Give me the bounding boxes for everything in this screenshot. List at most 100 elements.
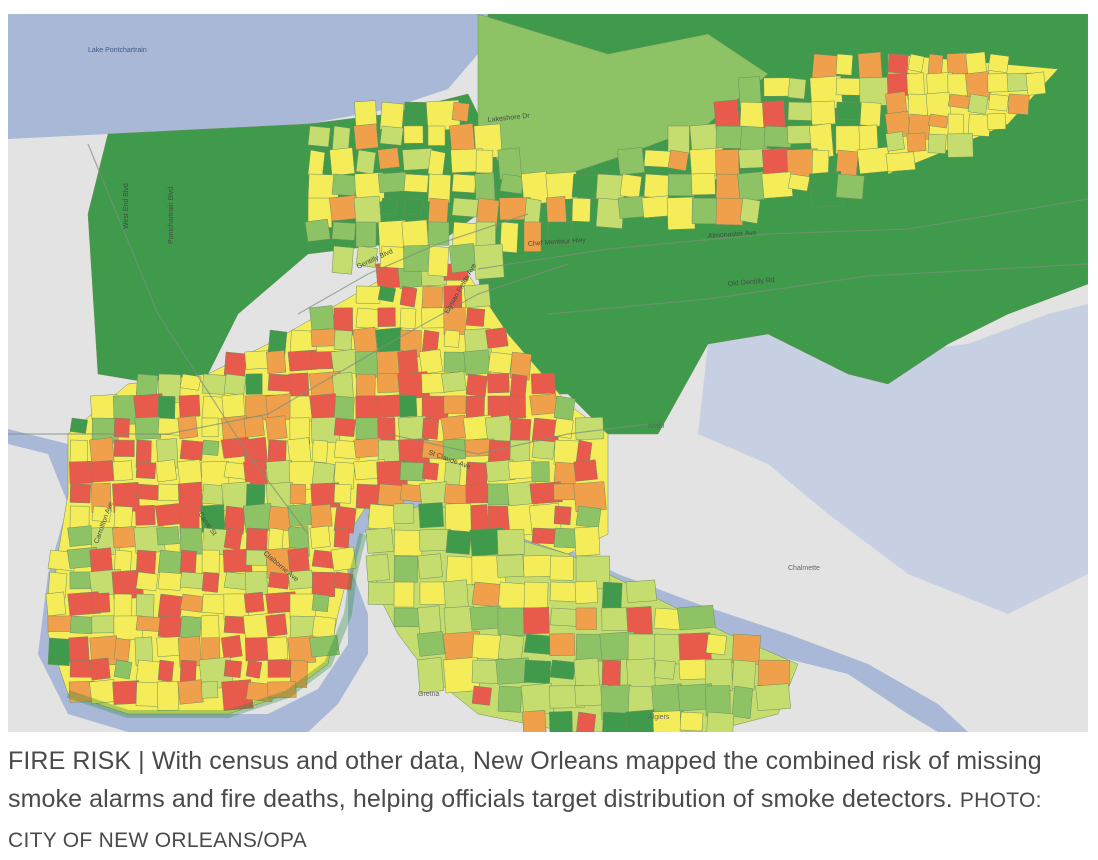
risk-block-61: [530, 372, 556, 395]
risk-block-98: [377, 417, 396, 441]
risk-block-372: [471, 685, 492, 706]
risk-block-59: [487, 373, 510, 394]
risk-block-439: [617, 147, 645, 176]
risk-block-270: [68, 636, 90, 664]
label-arabi: Arabi: [648, 423, 665, 430]
risk-block-228: [330, 546, 357, 572]
risk-block-133: [90, 460, 114, 483]
label-lake: Lake Pontchartrain: [88, 47, 147, 54]
risk-block-162: [201, 483, 225, 506]
risk-block-502: [547, 221, 573, 245]
risk-block-245: [90, 592, 111, 614]
risk-block-129: [531, 439, 556, 460]
risk-block-17: [465, 307, 486, 327]
risk-block-198: [575, 505, 602, 529]
risk-block-258: [91, 615, 115, 634]
risk-block-433: [377, 147, 401, 170]
risk-block-284: [113, 659, 133, 680]
risk-block-410: [810, 100, 836, 126]
risk-block-171: [399, 483, 424, 503]
risk-block-382: [731, 685, 753, 719]
risk-block-458: [499, 173, 525, 195]
risk-block-239: [267, 571, 291, 590]
risk-block-471: [808, 170, 844, 209]
risk-block-312: [496, 528, 525, 556]
label-lakeshore: Lakeshore Dr: [487, 113, 530, 124]
risk-block-156: [69, 483, 91, 504]
risk-block-114: [201, 439, 220, 456]
risk-block-463: [619, 173, 642, 199]
risk-block-490: [715, 197, 744, 226]
risk-block-14: [399, 307, 417, 330]
label-pontchartrain: Pontchartrain Blvd: [168, 187, 175, 244]
risk-block-454: [403, 173, 429, 193]
risk-block-304: [392, 502, 415, 525]
risk-block-268: [311, 615, 337, 640]
risk-block-92: [243, 415, 265, 438]
risk-block-350: [549, 633, 576, 656]
risk-block-119: [311, 439, 329, 464]
risk-block-345: [417, 631, 446, 657]
risk-block-501: [523, 221, 542, 252]
risk-block-203: [156, 526, 180, 546]
risk-block-323: [393, 581, 415, 608]
fire-risk-map: Lake Pontchartrain Chef Menteur Hwy Almo…: [8, 14, 1088, 732]
risk-block-455: [427, 173, 452, 203]
risk-block-417: [403, 125, 424, 144]
risk-block-425: [763, 125, 793, 148]
risk-block-192: [333, 505, 357, 534]
risk-block-81: [509, 395, 526, 419]
risk-block-266: [265, 613, 288, 637]
risk-block-363: [549, 659, 576, 680]
risk-block-241: [311, 571, 336, 598]
risk-block-243: [45, 591, 67, 617]
risk-block-305: [418, 502, 444, 529]
risk-block-48: [245, 373, 263, 395]
risk-block-476: [379, 197, 398, 216]
risk-block-206: [223, 527, 243, 551]
risk-block-134: [112, 460, 133, 482]
risk-block-365: [601, 659, 621, 687]
risk-block-310: [445, 529, 472, 555]
risk-block-46: [201, 373, 227, 395]
risk-block-298: [177, 679, 204, 705]
risk-block-480: [475, 197, 500, 230]
risk-block-437: [475, 149, 494, 174]
risk-block-421: [667, 125, 690, 155]
risk-block-252: [243, 591, 265, 614]
risk-block-82: [529, 393, 559, 416]
risk-block-391: [706, 711, 735, 732]
label-old-gentilly: Old Gentilly Rd: [728, 277, 776, 288]
risk-block-233: [135, 571, 159, 592]
risk-block-383: [755, 683, 792, 711]
risk-block-393: [835, 53, 854, 76]
risk-block-341: [601, 607, 631, 632]
risk-block-406: [713, 99, 740, 129]
risk-block-229: [47, 571, 68, 599]
risk-block-441: [667, 149, 689, 171]
risk-block-199: [67, 525, 94, 547]
risk-block-322: [367, 581, 399, 606]
risk-block-329: [549, 581, 578, 602]
risk-block-281: [309, 635, 340, 658]
risk-block-314: [393, 555, 418, 583]
risk-block-210: [309, 525, 331, 549]
risk-block-324: [419, 581, 447, 605]
risk-block-411: [835, 101, 863, 121]
risk-block-211: [333, 527, 350, 549]
risk-block-413: [307, 125, 331, 148]
risk-block-28: [485, 327, 509, 349]
risk-block-429: [858, 124, 879, 152]
risk-block-384: [522, 710, 547, 732]
risk-block-504: [355, 245, 378, 268]
risk-block-396: [763, 77, 791, 97]
risk-block-93: [265, 415, 288, 441]
risk-block-528: [967, 93, 989, 115]
risk-block-42: [509, 351, 532, 381]
risk-block-289: [223, 659, 243, 678]
risk-block-242: [333, 571, 354, 591]
risk-block-530: [1007, 93, 1030, 115]
risk-block-84: [69, 417, 88, 434]
risk-block-523: [1025, 71, 1047, 96]
risk-block-153: [531, 461, 550, 483]
